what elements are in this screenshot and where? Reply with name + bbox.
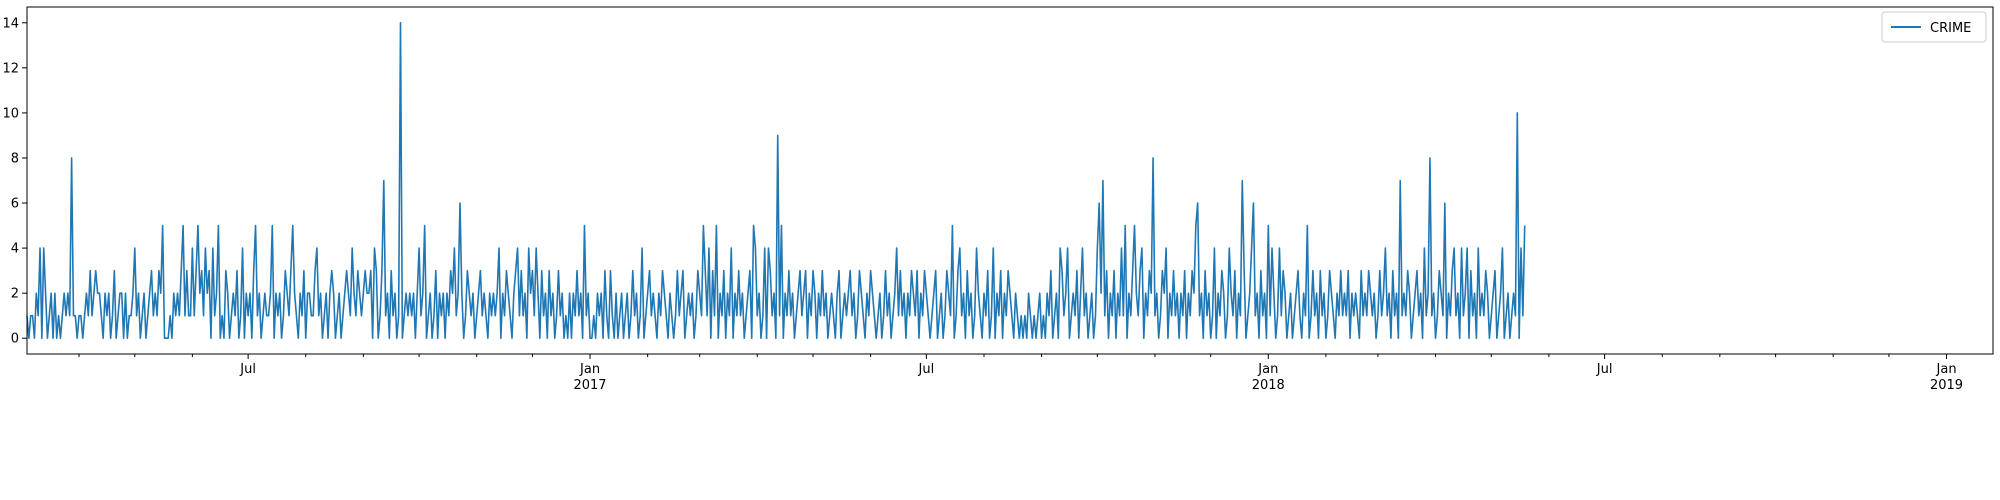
series-line-crime [26, 21, 1526, 340]
legend: CRIME [1881, 11, 1987, 43]
plot-frame [26, 6, 1994, 355]
x-tick-year-label: 2018 [1252, 378, 1285, 393]
x-tick-label: Jan [579, 362, 600, 377]
y-axis: 0 2 4 6 8 10 12 14 [2, 16, 27, 347]
x-tick-label: Jan [1936, 362, 1957, 377]
y-tick-label: 12 [2, 61, 19, 76]
plot-lines [26, 21, 1526, 340]
legend-box [1881, 11, 1987, 43]
y-tick-label: 0 [11, 332, 19, 347]
y-tick-label: 14 [2, 16, 19, 31]
x-tick-label: Jul [918, 362, 935, 377]
x-tick-label: Jul [239, 362, 256, 377]
x-tick-year-label: 2019 [1930, 378, 1963, 393]
y-tick-label: 8 [11, 151, 19, 166]
x-tick-label: Jul [1596, 362, 1613, 377]
legend-label-crime: CRIME [1930, 21, 1971, 36]
y-tick-label: 10 [2, 106, 19, 121]
y-tick-label: 4 [11, 242, 19, 257]
x-tick-label: Jan [1257, 362, 1278, 377]
y-tick-label: 6 [11, 197, 19, 212]
y-tick-label: 2 [11, 287, 19, 302]
x-tick-year-label: 2017 [573, 378, 606, 393]
